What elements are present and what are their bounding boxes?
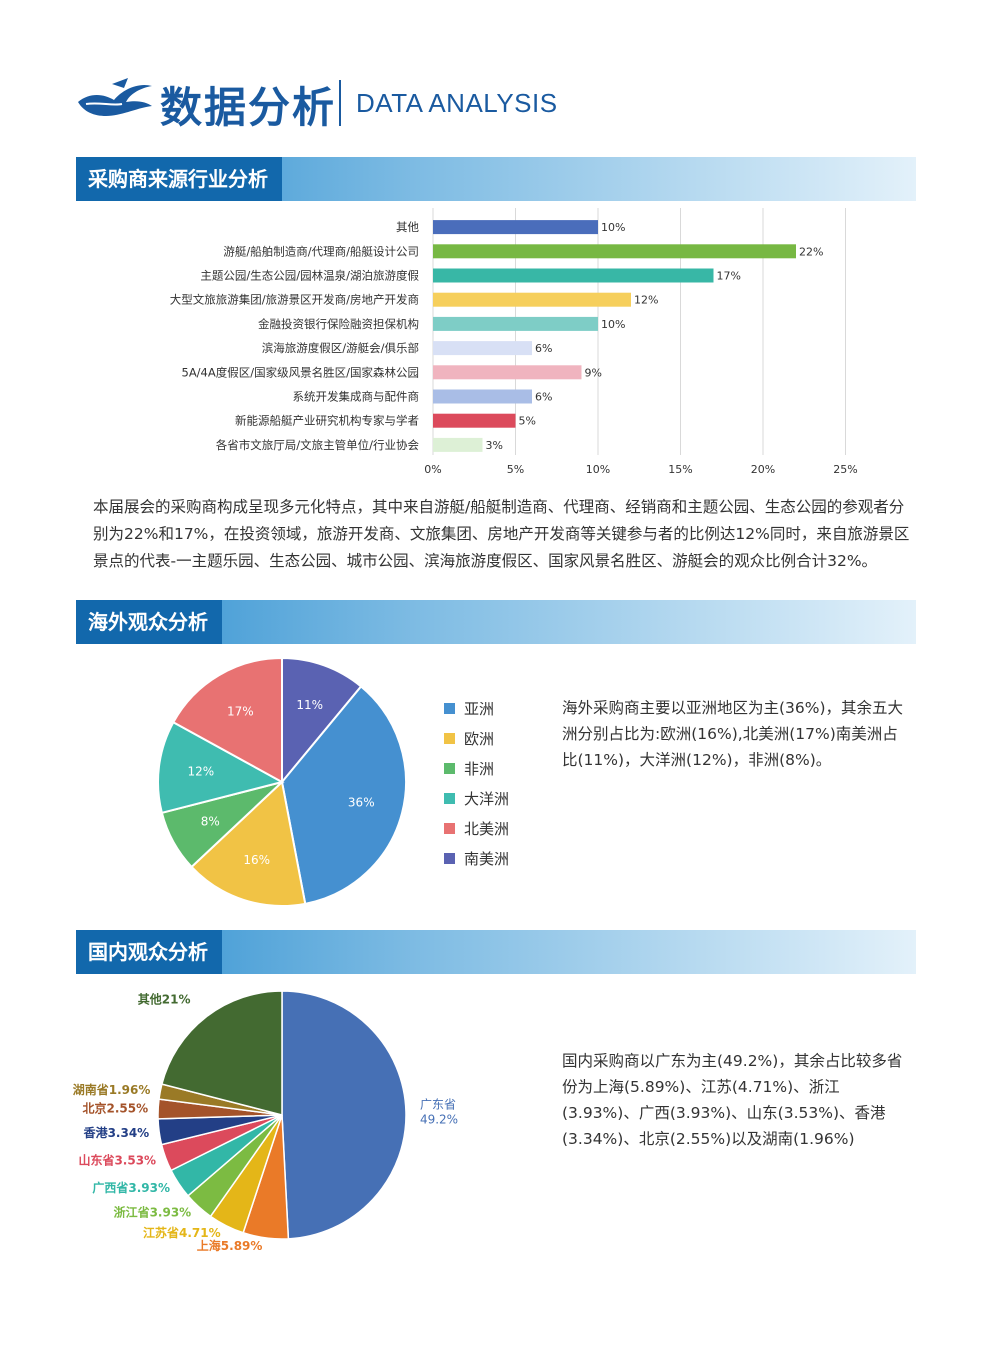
category-label: 5A/4A度假区/国家级风景名胜区/国家森林公园 — [182, 365, 420, 379]
section-header-industry: 采购商来源行业分析 — [76, 157, 916, 201]
wave-boat-logo-icon — [78, 78, 152, 116]
bar — [433, 220, 598, 235]
bar — [433, 341, 532, 356]
legend-swatch — [444, 823, 455, 834]
category-label: 系统开发集成商与配件商 — [293, 390, 420, 404]
data-label: 10% — [601, 221, 625, 234]
slice-label: 36% — [348, 795, 375, 809]
category-label: 游艇/船舶制造商/代理商/船艇设计公司 — [223, 244, 419, 258]
bar — [433, 268, 714, 283]
slice-label: 12% — [187, 765, 214, 779]
slice-label: 山东省3.53% — [78, 1153, 156, 1168]
bar — [433, 413, 516, 428]
data-label: 22% — [799, 245, 823, 258]
bar — [433, 389, 532, 404]
section-title: 国内观众分析 — [76, 930, 222, 974]
category-label: 滨海旅游度假区/游艇会/俱乐部 — [262, 341, 419, 355]
data-label: 6% — [535, 391, 552, 404]
category-label: 金融投资银行保险融资担保机构 — [258, 317, 419, 331]
industry-bar-chart: 0% 5% 10% 15% 20% 25% 其他 10% 游艇/船舶制造商/代理商/船艇设计公司… — [170, 208, 858, 476]
pie-slice — [157, 720, 285, 815]
page-subtitle: DATA ANALYSIS — [356, 88, 558, 118]
x-tick-label: 25% — [833, 463, 857, 476]
pie-slice — [280, 685, 407, 905]
x-tick-label: 0% — [424, 463, 441, 476]
section-header-overseas: 海外观众分析 — [76, 600, 916, 644]
data-label: 3% — [486, 439, 503, 452]
pie-slice — [190, 780, 307, 907]
data-label: 5% — [519, 415, 536, 428]
category-label: 新能源船艇产业研究机构专家与学者 — [235, 414, 419, 428]
category-label: 大型文旅旅游集团/旅游景区开发商/房地产开发商 — [170, 293, 419, 307]
legend-swatch — [444, 853, 455, 864]
x-tick-label: 15% — [668, 463, 692, 476]
data-label: 9% — [585, 366, 602, 379]
legend-label: 非洲 — [464, 760, 495, 778]
bar — [433, 437, 483, 452]
legend-swatch — [444, 793, 455, 804]
legend-swatch — [444, 763, 455, 774]
slice-label: 上海5.89% — [197, 1238, 263, 1253]
data-label: 10% — [601, 318, 625, 331]
slice-label: 16% — [243, 853, 270, 867]
slice-label: 11% — [296, 698, 323, 712]
legend-swatch — [444, 733, 455, 744]
legend-label: 亚洲 — [464, 700, 495, 718]
legend-label: 大洋洲 — [464, 790, 510, 808]
bar — [433, 365, 582, 380]
industry-paragraph: 本届展会的采购商构成呈现多元化特点，其中来自游艇/船艇制造商、代理商、经销商和主… — [93, 498, 910, 570]
category-label: 其他 — [396, 220, 419, 234]
category-label: 主题公园/生态公园/园林温泉/湖泊旅游度假 — [200, 269, 419, 283]
domestic-text: 国内采购商以广东为主(49.2%)，其余占比较多省份为上海(5.89%)、江苏(… — [562, 1052, 903, 1148]
slice-label: 湖南省1.96% — [73, 1082, 151, 1097]
legend-label: 北美洲 — [464, 820, 510, 838]
x-tick-label: 5% — [507, 463, 524, 476]
slice-label: 广西省3.93% — [92, 1180, 170, 1195]
title-divider — [339, 80, 341, 126]
slice-label: 其他21% — [138, 992, 191, 1007]
slice-label: 49.2% — [420, 1112, 458, 1126]
slice-label: 北京2.55% — [83, 1101, 149, 1116]
data-label: 17% — [717, 270, 741, 283]
section-title: 海外观众分析 — [76, 600, 222, 644]
legend-label: 南美洲 — [464, 850, 510, 868]
page-title: 数据分析 — [160, 83, 337, 132]
pie-slice — [281, 656, 363, 785]
bar — [433, 292, 631, 307]
slice-label: 浙江省3.93% — [114, 1205, 192, 1220]
section-title: 采购商来源行业分析 — [76, 157, 282, 201]
pie-slice — [281, 990, 407, 1240]
category-label: 各省市文旅厅局/文旅主管单位/行业协会 — [216, 438, 420, 452]
data-label: 12% — [634, 294, 658, 307]
x-tick-label: 20% — [751, 463, 775, 476]
x-tick-label: 10% — [586, 463, 610, 476]
slice-label: 江苏省4.71% — [143, 1225, 221, 1240]
pie-slice — [160, 990, 283, 1116]
slice-label: 17% — [227, 705, 254, 719]
pie-slice — [171, 656, 283, 784]
slice-label: 8% — [201, 814, 220, 828]
slice-label: 广东省 — [420, 1097, 456, 1111]
data-label: 6% — [535, 342, 552, 355]
bar — [433, 316, 598, 331]
slice-label: 香港3.34% — [83, 1125, 150, 1140]
section-header-domestic: 国内观众分析 — [76, 930, 916, 974]
legend-label: 欧洲 — [464, 730, 495, 748]
overseas-text: 海外采购商主要以亚洲地区为主(36%)，其余五大洲分别占比为:欧洲(16%),北… — [562, 699, 904, 769]
legend-swatch — [444, 703, 455, 714]
bar — [433, 244, 796, 259]
overseas-pie-chart: 11% 36% 16% 8% 12% 17% — [157, 656, 407, 907]
